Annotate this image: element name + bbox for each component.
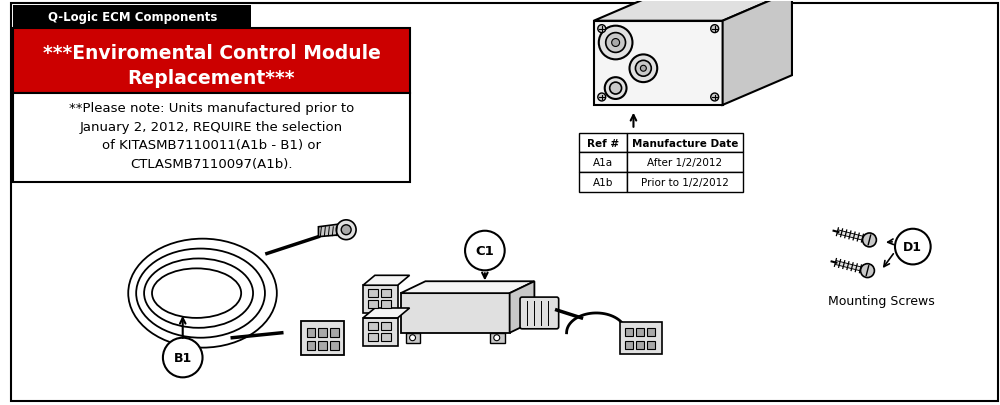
FancyBboxPatch shape	[318, 341, 327, 350]
FancyBboxPatch shape	[307, 328, 315, 337]
FancyBboxPatch shape	[627, 173, 743, 193]
FancyBboxPatch shape	[330, 328, 339, 337]
Polygon shape	[401, 281, 534, 293]
Polygon shape	[318, 224, 341, 237]
Circle shape	[606, 34, 626, 53]
Circle shape	[629, 55, 657, 83]
FancyBboxPatch shape	[301, 321, 344, 355]
Circle shape	[341, 225, 351, 235]
Text: Ref #: Ref #	[587, 138, 619, 148]
FancyBboxPatch shape	[406, 333, 420, 343]
Text: After 1/2/2012: After 1/2/2012	[647, 158, 723, 168]
Circle shape	[598, 26, 606, 34]
Circle shape	[640, 66, 646, 72]
Circle shape	[598, 94, 606, 102]
FancyBboxPatch shape	[368, 333, 378, 341]
Text: B1: B1	[174, 351, 192, 364]
Circle shape	[599, 27, 632, 60]
Text: D1: D1	[903, 241, 922, 254]
FancyBboxPatch shape	[579, 133, 627, 153]
FancyBboxPatch shape	[318, 328, 327, 337]
Circle shape	[163, 338, 203, 377]
Text: Replacement***: Replacement***	[128, 68, 295, 87]
FancyBboxPatch shape	[647, 341, 655, 349]
Circle shape	[612, 39, 620, 47]
Text: Mounting Screws: Mounting Screws	[828, 294, 934, 307]
Circle shape	[861, 264, 874, 278]
Circle shape	[711, 26, 719, 34]
Circle shape	[605, 78, 627, 100]
FancyBboxPatch shape	[13, 94, 410, 183]
FancyBboxPatch shape	[368, 322, 378, 330]
Polygon shape	[363, 286, 398, 313]
FancyBboxPatch shape	[13, 29, 410, 94]
Circle shape	[610, 83, 622, 95]
FancyBboxPatch shape	[625, 341, 633, 349]
Circle shape	[494, 335, 500, 341]
FancyBboxPatch shape	[627, 153, 743, 173]
FancyBboxPatch shape	[307, 341, 315, 350]
Polygon shape	[594, 0, 792, 21]
FancyBboxPatch shape	[381, 333, 391, 341]
Polygon shape	[401, 293, 510, 333]
FancyBboxPatch shape	[381, 301, 391, 308]
FancyBboxPatch shape	[368, 290, 378, 297]
Polygon shape	[594, 21, 723, 106]
Polygon shape	[510, 281, 534, 333]
Polygon shape	[363, 308, 410, 318]
Text: C1: C1	[475, 245, 494, 258]
Text: A1a: A1a	[593, 158, 613, 168]
FancyBboxPatch shape	[381, 322, 391, 330]
FancyBboxPatch shape	[636, 328, 644, 336]
Text: Manufacture Date: Manufacture Date	[632, 138, 738, 148]
Circle shape	[711, 94, 719, 102]
Circle shape	[635, 61, 651, 77]
FancyBboxPatch shape	[520, 297, 559, 329]
FancyBboxPatch shape	[579, 153, 627, 173]
Text: A1b: A1b	[593, 178, 613, 188]
Polygon shape	[363, 276, 410, 286]
Text: **Please note: Units manufactured prior to
January 2, 2012, REQUIRE the selectio: **Please note: Units manufactured prior …	[69, 102, 354, 171]
FancyBboxPatch shape	[368, 301, 378, 308]
Text: ***Enviromental Control Module: ***Enviromental Control Module	[43, 44, 380, 63]
Text: Q-Logic ECM Components: Q-Logic ECM Components	[48, 11, 217, 24]
Circle shape	[895, 229, 931, 265]
FancyBboxPatch shape	[11, 4, 998, 401]
FancyBboxPatch shape	[625, 328, 633, 336]
Polygon shape	[723, 0, 792, 106]
FancyBboxPatch shape	[330, 341, 339, 350]
Circle shape	[465, 231, 505, 271]
FancyBboxPatch shape	[579, 173, 627, 193]
FancyBboxPatch shape	[636, 341, 644, 349]
FancyBboxPatch shape	[647, 328, 655, 336]
FancyBboxPatch shape	[490, 333, 505, 343]
Circle shape	[410, 335, 416, 341]
Polygon shape	[363, 318, 398, 346]
Circle shape	[863, 233, 876, 247]
FancyBboxPatch shape	[620, 322, 662, 354]
FancyBboxPatch shape	[627, 133, 743, 153]
Circle shape	[336, 220, 356, 240]
Text: Prior to 1/2/2012: Prior to 1/2/2012	[641, 178, 729, 188]
FancyBboxPatch shape	[381, 290, 391, 297]
FancyBboxPatch shape	[13, 6, 251, 28]
